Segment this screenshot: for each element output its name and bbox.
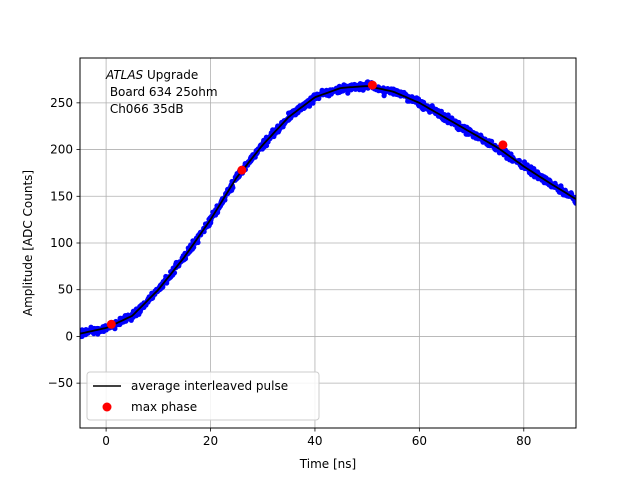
legend: average interleaved pulse max phase xyxy=(86,371,320,421)
legend-box xyxy=(86,371,320,421)
legend-average-label: average interleaved pulse xyxy=(131,379,288,393)
y-tick-label: 50 xyxy=(58,283,73,297)
average-line-layer xyxy=(80,85,576,335)
x-axis-label: Time [ns] xyxy=(299,457,356,471)
annotation-upgrade: Upgrade xyxy=(143,68,198,82)
raw-sample-point xyxy=(348,87,354,93)
annotation-text: ATLAS Upgrade Board 634 25ohm Ch066 35dB xyxy=(105,68,218,116)
max-phase-point xyxy=(237,165,247,175)
annotation-line-1: ATLAS Upgrade xyxy=(105,68,198,82)
x-tick-label: 0 xyxy=(102,434,110,448)
y-tick-label: −50 xyxy=(48,376,73,390)
y-axis-ticks: −50 0 50 100 150 200 250 xyxy=(48,96,80,390)
annotation-line-2: Board 634 25ohm xyxy=(106,85,218,99)
x-tick-label: 20 xyxy=(203,434,218,448)
average-pulse-line xyxy=(80,85,576,335)
raw-sample-point xyxy=(306,103,313,109)
x-tick-label: 40 xyxy=(307,434,322,448)
y-tick-label: 150 xyxy=(50,189,73,203)
max-phase-point xyxy=(106,319,116,329)
max-phase-point xyxy=(367,80,377,90)
x-axis-ticks: 0 20 40 60 80 xyxy=(102,428,531,448)
max-phase-markers xyxy=(106,80,508,329)
y-tick-label: 100 xyxy=(50,236,73,250)
y-axis-label: Amplitude [ADC Counts] xyxy=(21,170,35,316)
legend-max-phase-label: max phase xyxy=(131,400,197,414)
annotation-line-3: Ch066 35dB xyxy=(106,102,184,116)
y-tick-label: 0 xyxy=(65,329,73,343)
y-tick-label: 250 xyxy=(50,96,73,110)
annotation-atlas: ATLAS xyxy=(105,68,144,82)
raw-sample-point xyxy=(326,93,332,99)
raw-sample-point xyxy=(573,200,576,206)
max-phase-point xyxy=(498,140,508,150)
x-tick-label: 80 xyxy=(516,434,531,448)
raw-sample-point xyxy=(414,95,420,101)
raw-sample-point xyxy=(381,93,387,99)
legend-max-phase-swatch xyxy=(102,402,112,412)
y-tick-label: 200 xyxy=(50,143,73,157)
raw-sample-point xyxy=(528,172,535,178)
raw-sample-point xyxy=(445,112,451,118)
x-tick-label: 60 xyxy=(412,434,427,448)
